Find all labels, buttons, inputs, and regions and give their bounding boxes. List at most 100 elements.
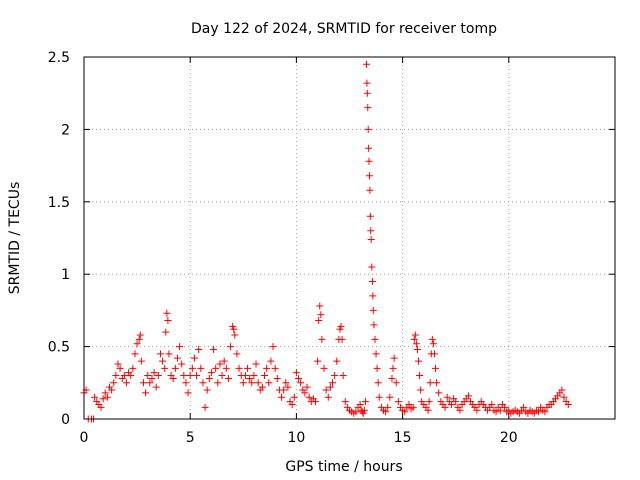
data-point [338,335,346,343]
data-point [199,379,207,387]
data-point [142,389,150,397]
data-point [417,386,425,394]
data-point [116,364,124,372]
data-point [178,360,186,368]
data-point [103,393,111,401]
data-point [197,364,205,372]
data-point [413,345,421,353]
data-point [188,364,196,372]
x-axis-label: GPS time / hours [285,459,402,475]
data-point [389,364,397,372]
data-point [150,369,158,377]
data-point [297,379,305,387]
y-axis-label: SRMTID / TECUs [7,182,23,295]
data-point [252,360,260,368]
data-point [212,364,220,372]
data-point [222,364,230,372]
data-point [520,403,528,411]
data-point [558,386,566,394]
data-point [360,406,368,414]
data-point [161,364,169,372]
data-point [180,372,188,380]
data-point [368,263,376,271]
data-point [148,374,156,382]
data-point [114,360,122,368]
y-tick-label: 0.5 [48,340,70,356]
data-point [127,372,135,380]
data-point [492,408,500,416]
data-point [370,321,378,329]
data-point [501,403,509,411]
data-point [447,401,455,409]
data-point [282,379,290,387]
data-point [324,393,332,401]
data-point [364,125,372,133]
data-point [429,340,437,348]
data-point [278,393,286,401]
data-point [329,379,337,387]
data-point [230,325,238,333]
data-point [224,374,232,382]
data-point [120,372,128,380]
data-point [164,317,172,325]
data-point [364,104,372,112]
data-point [426,379,434,387]
data-point [339,372,347,380]
data-point [220,357,228,365]
data-point [173,354,181,362]
data-point [207,369,215,377]
data-point [246,374,254,382]
data-point [365,144,373,152]
data-point [195,345,203,353]
data-point [367,227,375,235]
x-tick-label: 20 [500,430,518,446]
data-point [365,172,373,180]
data-point [312,398,320,406]
data-point [273,374,281,382]
data-series-srmtid [80,60,572,423]
data-point [193,372,201,380]
data-point [139,379,147,387]
data-point [363,79,371,87]
data-point [361,398,369,406]
data-point [410,335,418,343]
data-point [336,325,344,333]
data-point [331,372,339,380]
data-point [541,408,549,416]
data-point [392,379,400,387]
data-point [473,406,481,414]
chart-title: Day 122 of 2024, SRMTID for receiver tom… [191,21,497,37]
data-point [356,401,364,409]
y-tick-label: 2 [61,122,70,138]
data-point [369,292,377,300]
plot-frame [83,56,616,420]
y-tick-label: 2.5 [48,50,70,66]
data-point [337,322,345,330]
data-point [416,372,424,380]
data-point [384,403,392,411]
data-point [303,383,311,391]
data-point [292,369,300,377]
data-point [144,372,152,380]
x-tick-label: 0 [80,430,89,446]
data-point [108,386,116,394]
data-point [137,357,145,365]
data-point [269,343,277,351]
data-point [152,383,160,391]
data-point [318,335,326,343]
data-point [432,364,440,372]
data-point [239,379,247,387]
data-point [203,386,211,394]
grid-lines [84,57,615,419]
data-point [122,379,130,387]
data-point [388,374,396,382]
data-point [261,372,269,380]
data-point [201,403,209,411]
data-point [267,357,275,365]
data-point [488,401,496,409]
data-point [305,393,313,401]
data-point [452,398,460,406]
data-point [341,398,349,406]
data-point [216,360,224,368]
data-point [250,372,258,380]
